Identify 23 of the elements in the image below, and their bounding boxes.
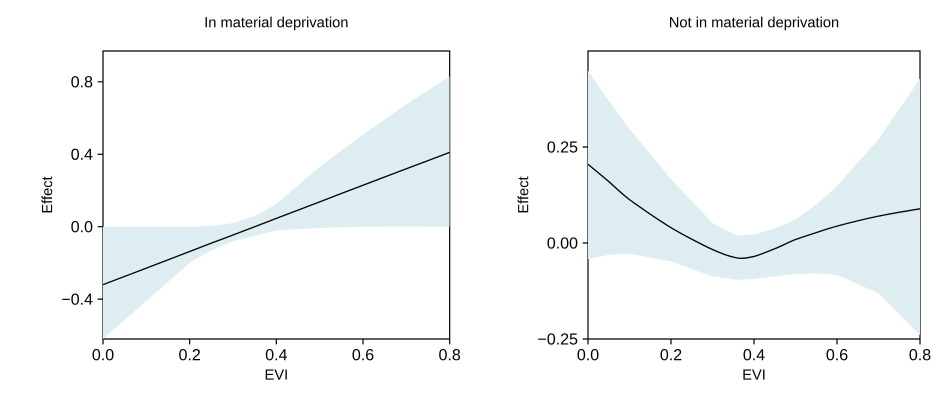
y-axis-title: Effect (41, 176, 52, 212)
x-tick-label: 0.2 (660, 349, 682, 360)
y-tick-label: 0.25 (547, 141, 578, 153)
x-axis-title: EVI (743, 370, 764, 380)
chart-title: In material deprivation (206, 16, 348, 30)
y-tick-label: 0.00 (547, 237, 578, 249)
x-tick-label: 0.0 (578, 349, 599, 360)
x-tick-label: 0.8 (910, 349, 930, 360)
y-tick-label: 0.4 (71, 148, 92, 160)
y-tick-label: −0.25 (538, 333, 578, 345)
y-axis-title: Effect (518, 176, 528, 212)
x-tick-label: 0.6 (352, 349, 374, 360)
x-tick-label: 0.0 (92, 349, 114, 360)
x-tick-label: 0.6 (826, 349, 848, 360)
x-tick-label: 0.2 (179, 349, 200, 360)
x-tick-label: 0.4 (266, 349, 287, 360)
y-tick-label: 0.8 (71, 76, 92, 88)
y-tick-label: 0.0 (71, 221, 92, 232)
y-tick-label: −0.4 (62, 293, 92, 305)
x-tick-label: 0.8 (439, 349, 460, 360)
x-axis-title: EVI (266, 370, 287, 380)
chart-title: Not in material deprivation (670, 16, 838, 30)
x-tick-label: 0.4 (744, 349, 765, 360)
